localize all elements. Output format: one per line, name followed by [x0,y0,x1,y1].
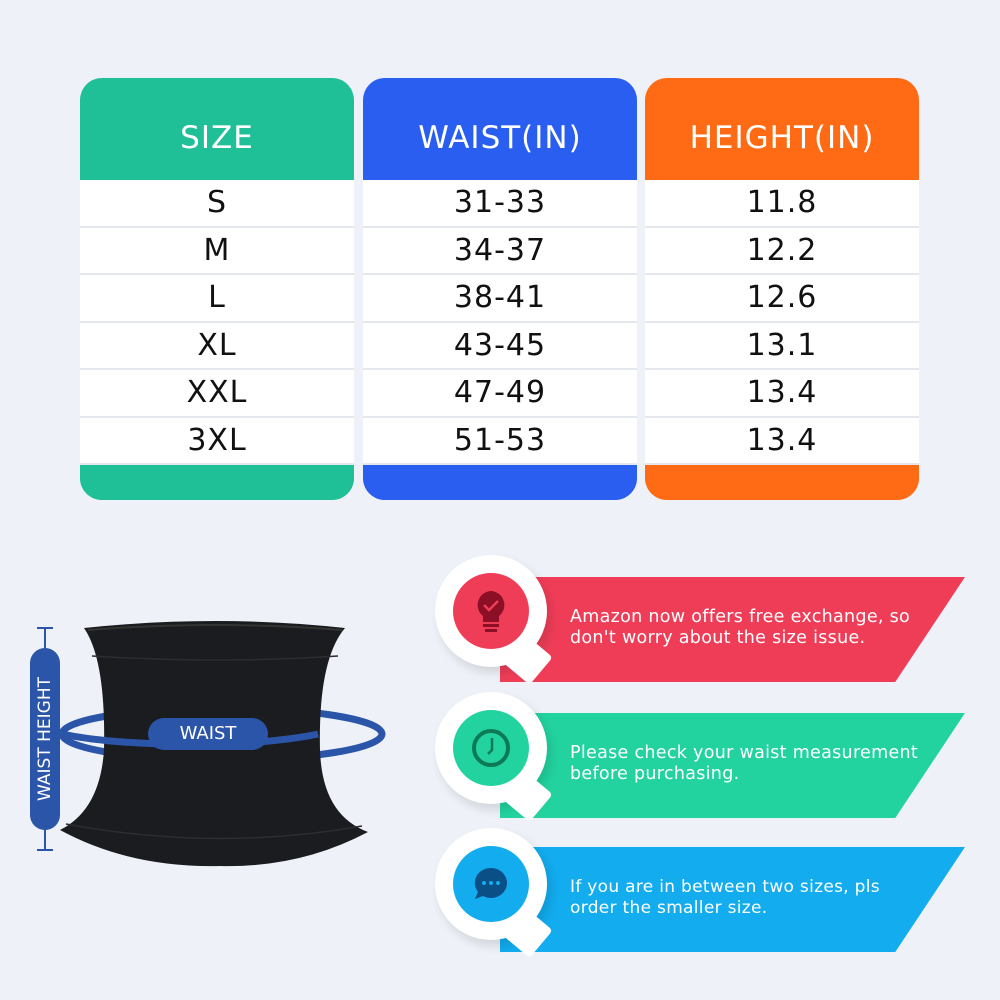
table-cell: 13.1 [645,323,919,370]
column-header: SIZE [180,120,254,156]
waist-height-label: WAIST HEIGHT [35,677,55,801]
column-header: HEIGHT(IN) [689,120,875,156]
waist-column: WAIST(IN) 31-33 34-37 38-41 43-45 47-49 … [363,78,637,500]
chat-bubble-icon [474,867,507,899]
clock-icon [472,729,510,767]
table-cell: 31-33 [363,180,637,228]
column-footer [80,466,354,500]
waist-trainer-image [30,621,386,867]
table-cell: M [80,228,354,275]
table-cell: 11.8 [645,180,919,228]
table-cell: 51-53 [363,418,637,465]
tip-text: If you are in between two sizes, pls ord… [570,877,880,918]
column-footer [363,466,637,500]
table-cell: S [80,180,354,228]
column-header: WAIST(IN) [418,120,582,156]
table-cell: XL [80,323,354,370]
waist-diagram: WAIST HEIGHT WAIST [0,600,420,900]
column-footer [645,466,919,500]
table-cell: 13.4 [645,418,919,465]
table-cell: 12.6 [645,275,919,323]
size-column: SIZE S M L XL XXL 3XL [80,78,354,500]
table-cell: 38-41 [363,275,637,323]
table-cell: 3XL [80,418,354,465]
tip-text: Please check your waist measurement befo… [570,743,919,784]
table-cell: 47-49 [363,370,637,418]
table-cell: 12.2 [645,228,919,275]
lightbulb-check-icon [477,591,505,632]
table-cell: XXL [80,370,354,418]
table-cell: 34-37 [363,228,637,275]
table-cell: 43-45 [363,323,637,370]
height-column: HEIGHT(IN) 11.8 12.2 12.6 13.1 13.4 13.4 [645,78,919,500]
waist-label: WAIST [179,723,237,744]
table-cell: 13.4 [645,370,919,418]
tip-text: Amazon now offers free exchange, so don'… [570,607,911,648]
table-cell: L [80,275,354,323]
